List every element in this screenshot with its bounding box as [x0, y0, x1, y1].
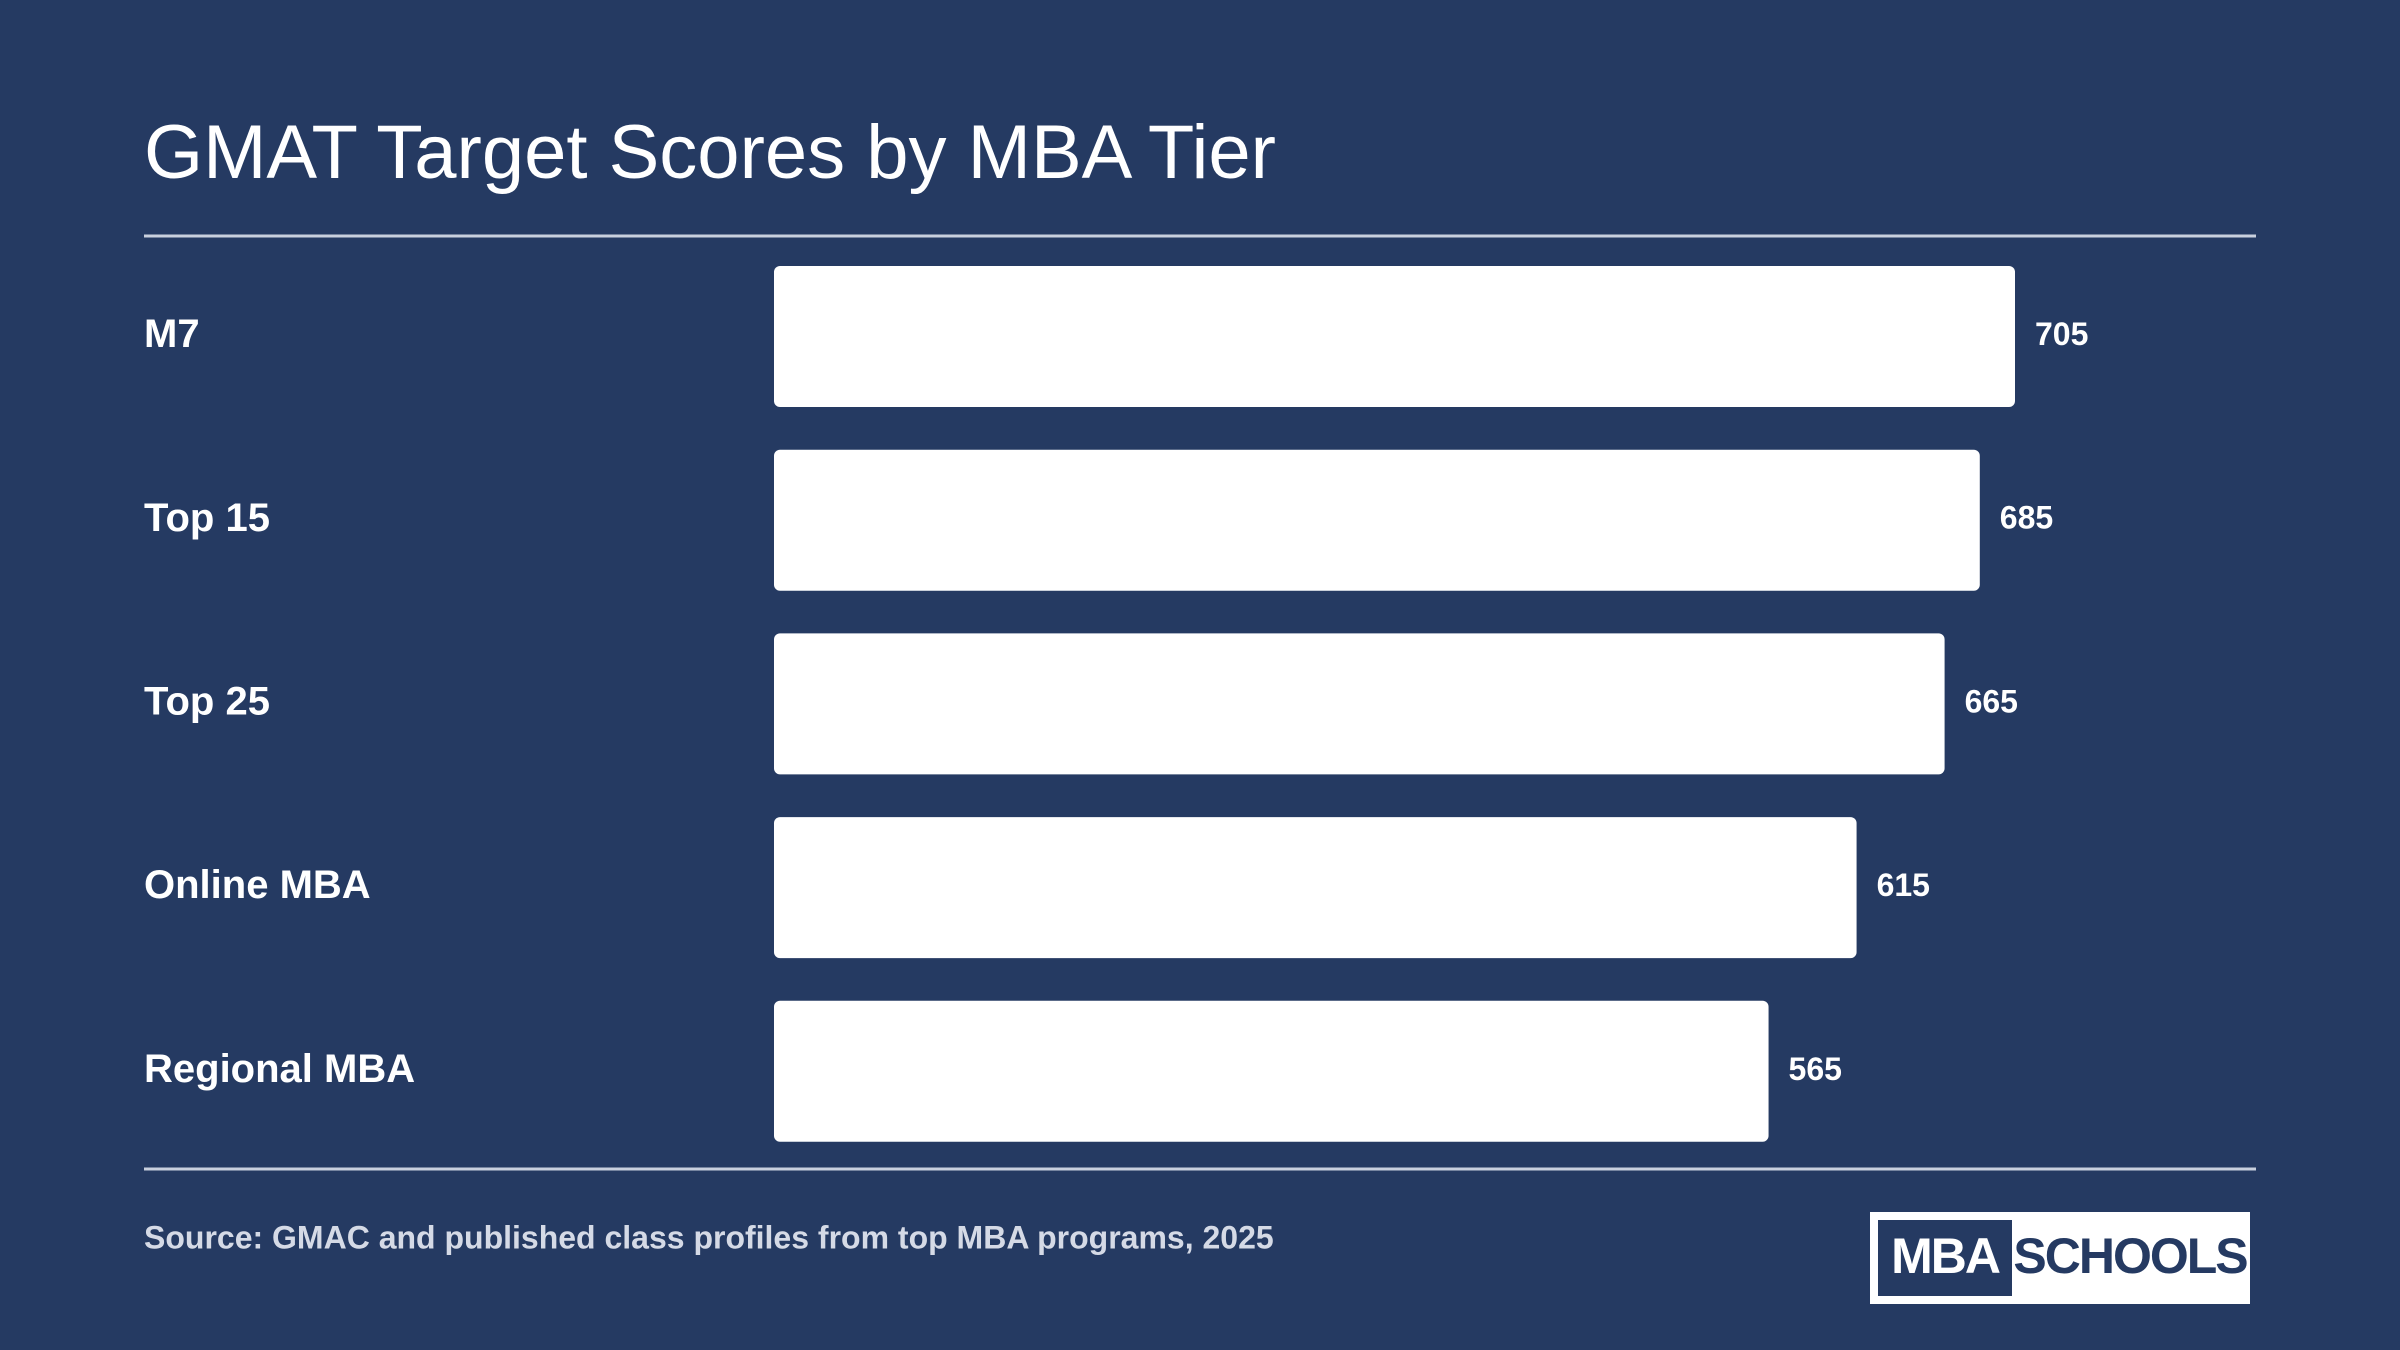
chart-title: GMAT Target Scores by MBA Tier: [144, 110, 1276, 195]
bar: [774, 817, 1857, 959]
bar: [774, 1000, 1769, 1142]
value-label: 665: [1965, 683, 2018, 719]
bar: [774, 633, 1945, 775]
category-label: Top 15: [144, 496, 270, 540]
value-label: 615: [1877, 867, 1930, 903]
category-label: Regional MBA: [144, 1047, 415, 1091]
category-label: M7: [144, 312, 200, 356]
logo: MBA SCHOOLS: [1870, 1212, 2250, 1304]
source-note: Source: GMAC and published class profile…: [144, 1219, 1274, 1255]
logo-right: SCHOOLS: [2013, 1228, 2247, 1284]
logo-box: [1878, 1220, 2012, 1296]
category-label: Online MBA: [144, 863, 371, 907]
bar: [774, 266, 2015, 407]
value-label: 565: [1789, 1051, 1842, 1087]
bar: [774, 449, 1980, 591]
value-label: 705: [2035, 316, 2088, 352]
value-label: 685: [2000, 500, 2053, 536]
logo-left: MBA: [1891, 1228, 2000, 1284]
category-label: Top 25: [144, 679, 270, 723]
